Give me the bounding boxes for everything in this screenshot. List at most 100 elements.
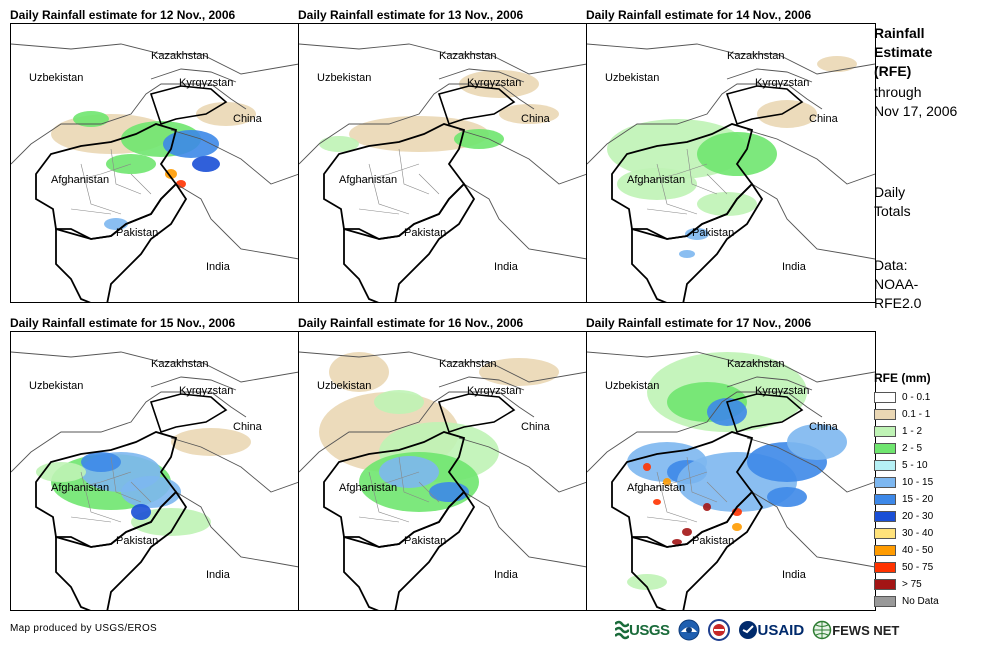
legend-item: 15 - 20	[874, 491, 939, 508]
pakistan-border	[55, 182, 188, 302]
through-label: through	[874, 84, 922, 100]
rainfall-area	[131, 504, 151, 520]
legend-swatch	[874, 409, 896, 420]
border-line	[299, 43, 587, 75]
rainfall-area	[787, 424, 847, 460]
rainfall-area	[163, 130, 219, 158]
legend-item: No Data	[874, 593, 939, 610]
legend-item: 30 - 40	[874, 525, 939, 542]
country-label: Uzbekistan	[605, 72, 659, 84]
map-frame: Kazakhstan Uzbekistan Kyrgyzstan China Afgha…	[298, 331, 588, 611]
legend-label: 20 - 30	[902, 511, 934, 522]
border-line	[11, 391, 247, 473]
rainfall-area	[479, 358, 559, 386]
rainfall-area	[171, 428, 251, 456]
border-line	[587, 83, 823, 165]
rainfall-area	[73, 111, 109, 127]
rainfall-area	[329, 352, 389, 392]
rainfall-map: Kazakhstan Uzbekistan Kyrgyzstan China Afgha…	[587, 43, 875, 302]
legend-swatch	[874, 579, 896, 590]
fewsnet-logo: FEWS NET	[812, 620, 899, 640]
legend-item: 2 - 5	[874, 440, 939, 457]
border-line	[299, 83, 535, 165]
totals-label: Totals	[874, 203, 911, 219]
rainfall-area	[121, 476, 181, 508]
legend-label: 2 - 5	[902, 443, 923, 454]
rainfall-map: Kazakhstan Uzbekistan Kyrgyzstan China Afgha…	[11, 43, 299, 302]
legend-swatch	[874, 443, 896, 454]
rainfall-area	[653, 499, 661, 505]
rainfall-area	[672, 539, 682, 545]
map-frame: Kazakhstan Uzbekistan Kyrgyzstan China Afgha…	[298, 23, 588, 303]
country-label: China	[521, 113, 551, 125]
country-label: Kyrgyzstan	[179, 385, 233, 397]
country-label: Kazakhstan	[439, 358, 496, 370]
province-boundaries	[348, 456, 440, 523]
rainfall-area	[679, 250, 695, 258]
panel-title: Daily Rainfall estimate for 14 Nov., 200…	[586, 8, 812, 22]
map-frame: Kazakhstan Uzbekistan Kyrgyzstan China Afgha…	[586, 23, 876, 303]
border-line	[463, 183, 587, 260]
rfe-title-line2: Estimate	[874, 44, 933, 60]
legend-label: No Data	[902, 596, 939, 607]
through-date: through Nov 17, 2006	[874, 83, 957, 121]
country-label: Uzbekistan	[317, 72, 371, 84]
country-label: India	[494, 261, 519, 273]
rainfall-area	[192, 156, 220, 172]
legend-label: 40 - 50	[902, 545, 934, 556]
rainfall-map-panel: Daily Rainfall estimate for 16 Nov., 200…	[298, 316, 588, 616]
rainfall-area	[131, 508, 211, 536]
border-line	[751, 183, 875, 260]
country-label: Afghanistan	[627, 174, 685, 186]
border-line	[751, 491, 875, 568]
country-label: Pakistan	[116, 535, 158, 547]
border-line	[458, 129, 587, 185]
country-label: Uzbekistan	[605, 380, 659, 392]
legend-swatch	[874, 528, 896, 539]
country-label: Afghanistan	[339, 174, 397, 186]
rainfall-area	[499, 104, 559, 124]
country-label: China	[809, 421, 839, 433]
rainfall-map: Kazakhstan Uzbekistan Kyrgyzstan China Afgha…	[299, 351, 587, 610]
rainfall-area	[81, 452, 121, 472]
border-line	[150, 376, 237, 391]
border-line	[170, 129, 299, 185]
legend-swatch	[874, 460, 896, 471]
nws-seal-icon	[707, 619, 730, 641]
border-line	[458, 437, 587, 493]
country-label: India	[782, 569, 807, 581]
data-source-line2: RFE2.0	[874, 295, 922, 311]
rainfall-area	[374, 390, 424, 414]
legend-item: 0 - 0.1	[874, 389, 939, 406]
country-label: Pakistan	[116, 227, 158, 239]
pakistan-border	[631, 490, 764, 610]
country-label: Afghanistan	[339, 482, 397, 494]
rfe-title-line1: Rainfall	[874, 25, 925, 41]
pakistan-border	[343, 182, 476, 302]
legend-heading: Rainfall Estimate (RFE)	[874, 24, 932, 81]
border-line	[726, 376, 813, 391]
country-label: Kyrgyzstan	[467, 385, 521, 397]
rainfall-area	[617, 168, 697, 200]
rainfall-map-panel: Daily Rainfall estimate for 14 Nov., 200…	[586, 8, 876, 308]
country-label: China	[521, 421, 551, 433]
kyrgyzstan-border	[725, 85, 804, 126]
legend-item: 10 - 15	[874, 474, 939, 491]
legend-swatch	[874, 562, 896, 573]
border-line	[463, 491, 587, 568]
country-label: Afghanistan	[627, 482, 685, 494]
legend-swatch	[874, 545, 896, 556]
rainfall-area	[682, 528, 692, 536]
legend-title: RFE (mm)	[874, 371, 931, 385]
legend-label: 50 - 75	[902, 562, 934, 573]
rainfall-map-panel: Daily Rainfall estimate for 15 Nov., 200…	[10, 316, 300, 616]
country-label: Kyrgyzstan	[467, 77, 521, 89]
country-label: China	[233, 113, 263, 125]
legend-swatch	[874, 494, 896, 505]
country-label: Pakistan	[404, 227, 446, 239]
legend-label: 0.1 - 1	[902, 409, 931, 420]
legend-label: 15 - 20	[902, 494, 934, 505]
legend-item: 50 - 75	[874, 559, 939, 576]
legend-item: > 75	[874, 576, 939, 593]
border-line	[587, 391, 823, 473]
